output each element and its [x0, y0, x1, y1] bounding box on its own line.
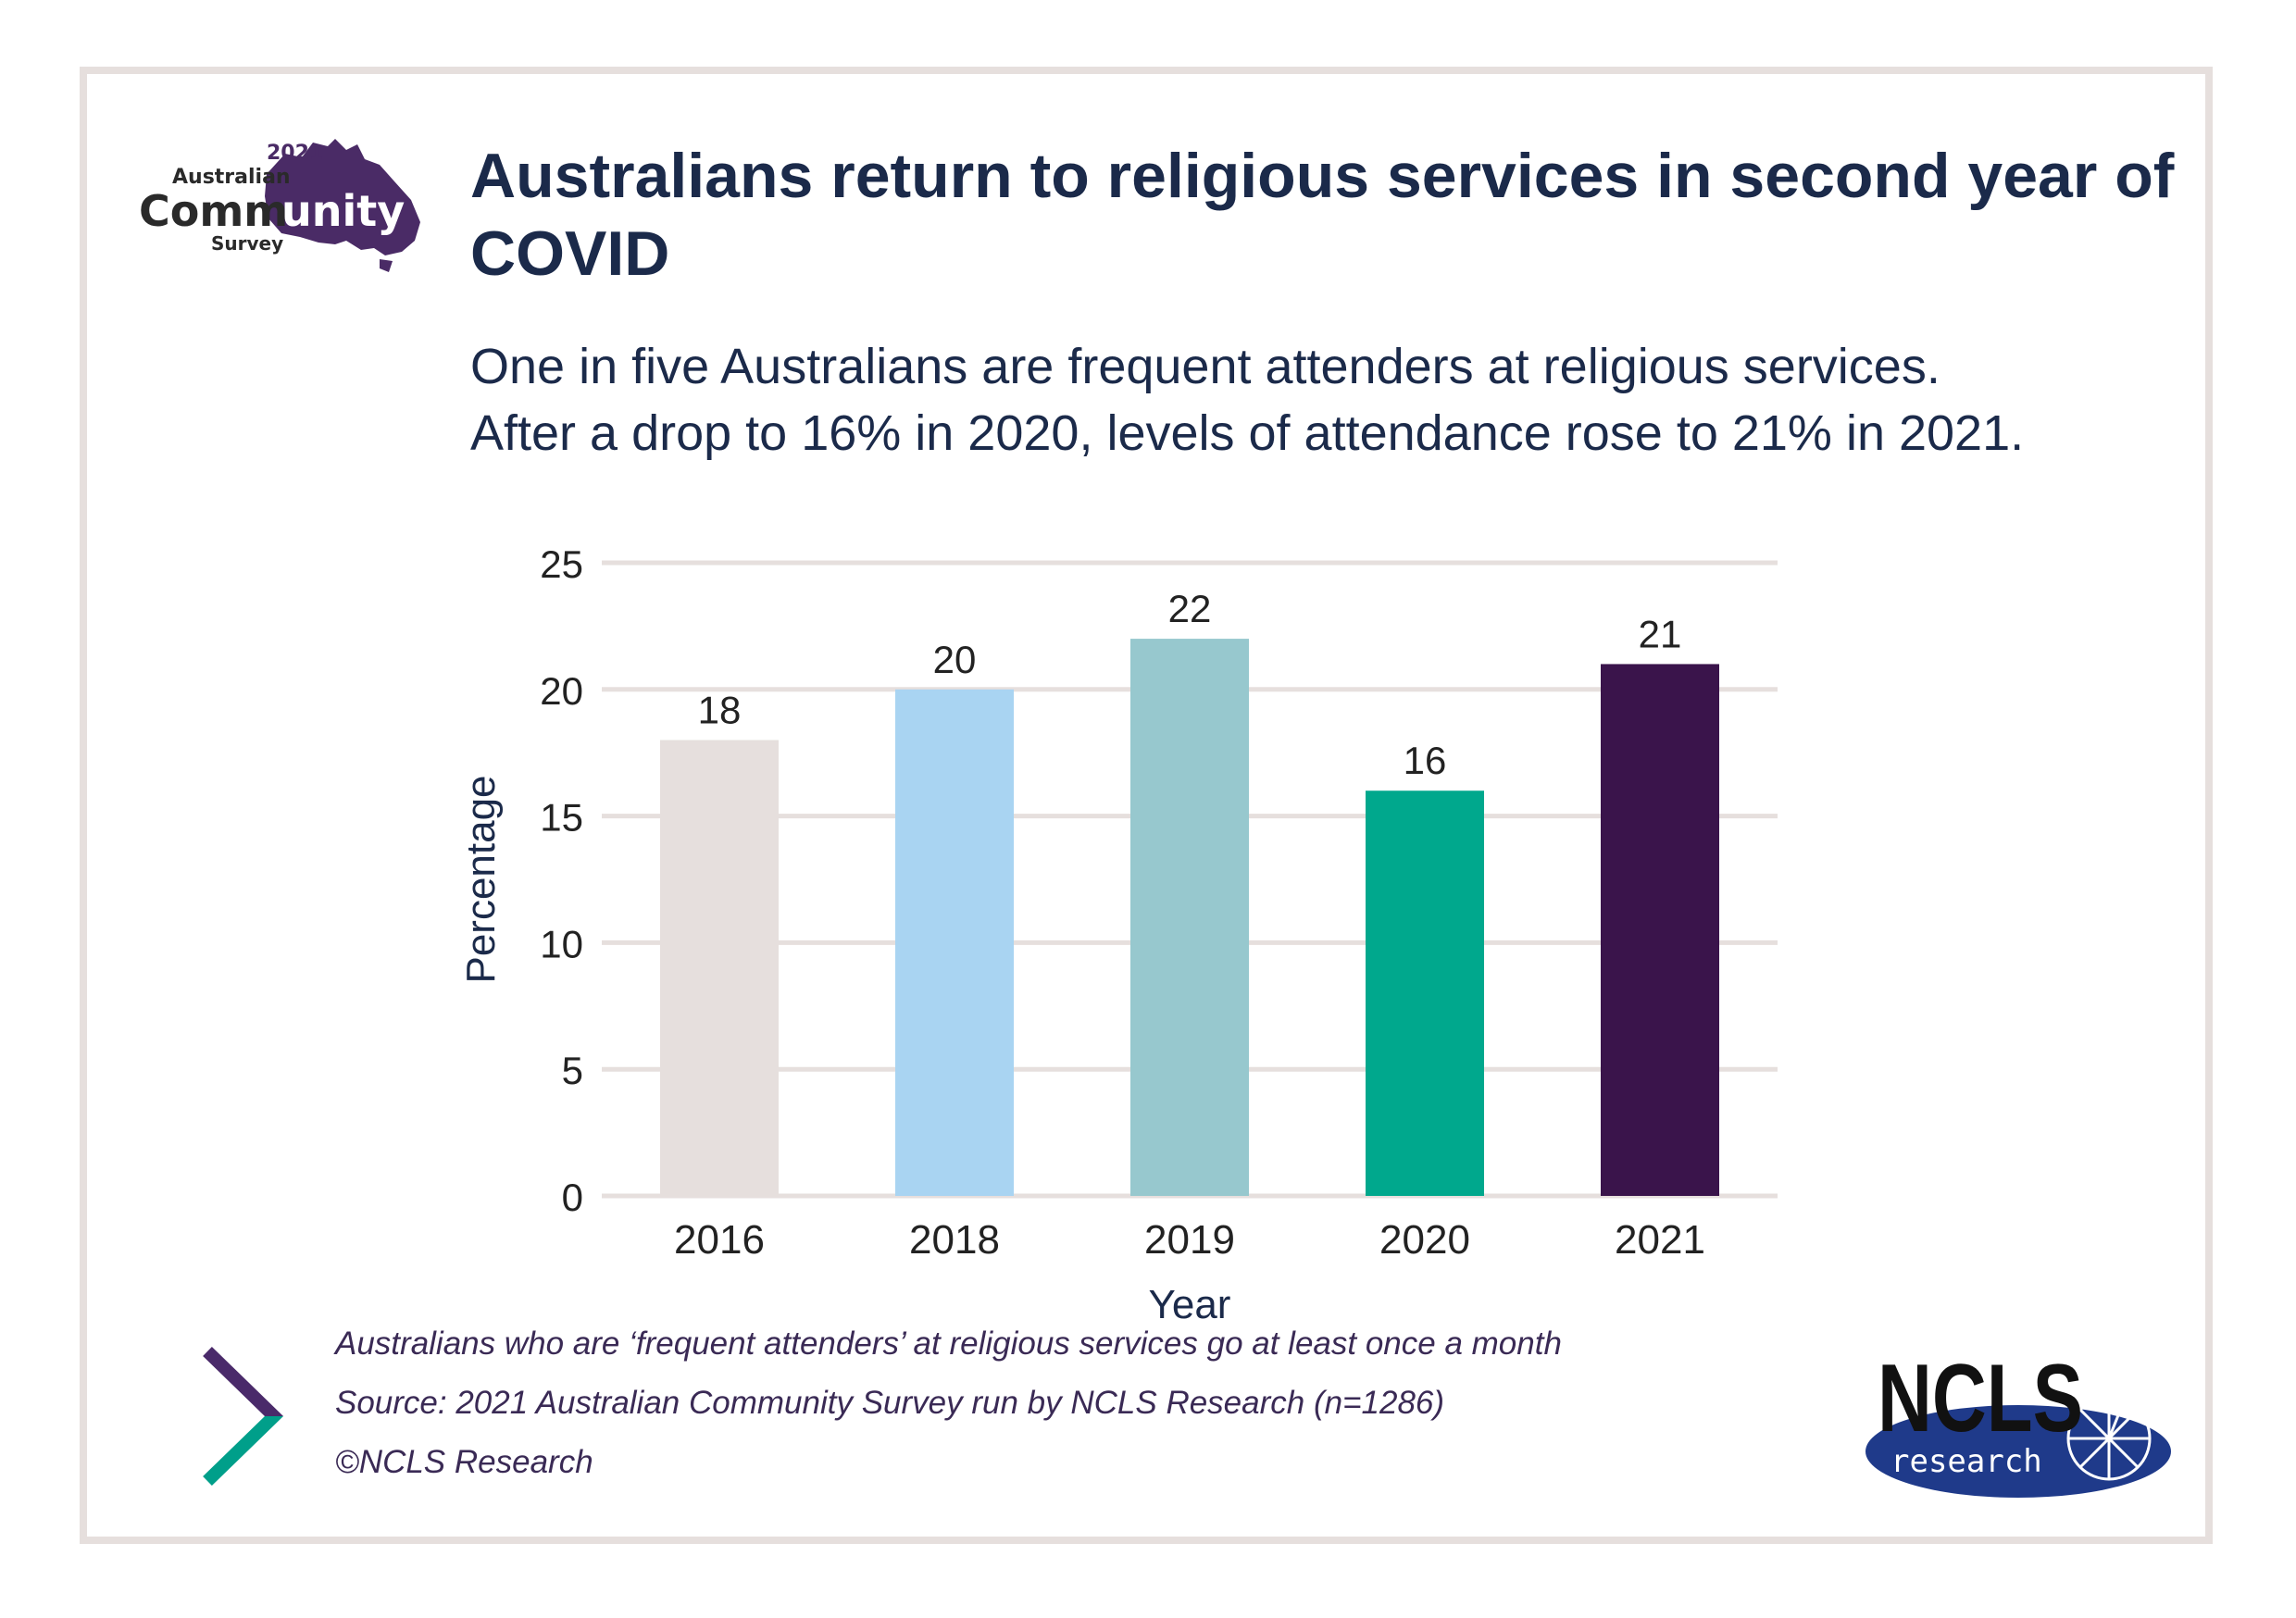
x-axis-tick-labels: 2016 2018 2019 2020 2021: [674, 1217, 1705, 1263]
y-axis-label: Percentage: [458, 775, 504, 983]
x-tick-label-2018: 2018: [909, 1217, 1000, 1263]
data-label-2016: 18: [698, 689, 742, 732]
chart-subtitle: One in five Australians are frequent att…: [470, 333, 2229, 467]
chart-title: Australians return to religious services…: [470, 141, 2175, 289]
y-tick-label: 5: [562, 1049, 583, 1092]
bar-2020: [1366, 790, 1484, 1196]
card-frame: [80, 67, 2213, 1544]
y-tick-label: 20: [540, 669, 583, 713]
acs-logo-survey: Survey: [211, 232, 283, 255]
acs-logo-australian: Australian: [172, 166, 291, 189]
acs-logo-year: 2021: [267, 142, 323, 165]
acs-logo: 2021 Australian Comm unity Survey: [139, 139, 420, 272]
x-tick-label-2016: 2016: [674, 1217, 765, 1263]
y-tick-label: 10: [540, 922, 583, 965]
australia-map-shape: [265, 139, 420, 255]
data-label-2020: 16: [1404, 739, 1447, 782]
data-label-2019: 22: [1168, 587, 1212, 630]
y-tick-label: 15: [540, 796, 583, 840]
chevron-right-icon: [203, 1346, 284, 1487]
y-tick-label: 0: [562, 1176, 583, 1219]
acs-logo-unity: unity: [281, 186, 405, 236]
bar-2019: [1130, 639, 1249, 1196]
bar-2018: [895, 689, 1014, 1196]
x-tick-label-2020: 2020: [1379, 1217, 1470, 1263]
y-axis-tick-labels: 0 5 10 15 20 25: [540, 542, 583, 1219]
footnote-definition: Australians who are ‘frequent attenders’…: [335, 1326, 1562, 1362]
bar-2021: [1601, 664, 1719, 1196]
x-axis-label: Year: [1149, 1282, 1231, 1327]
bar-2016: [660, 740, 779, 1196]
subtitle-line-1: One in five Australians are frequent att…: [470, 339, 1940, 394]
compass-globe-icon: [2066, 1382, 2152, 1481]
data-label-2018: 20: [933, 638, 977, 681]
ncls-logo-name: NCLS: [1878, 1345, 2083, 1452]
x-tick-label-2021: 2021: [1615, 1217, 1705, 1263]
ncls-logo-research: research: [1890, 1443, 2042, 1480]
data-label-2021: 21: [1639, 612, 1682, 655]
footnote-copyright: ©NCLS Research: [335, 1444, 593, 1480]
acs-logo-comm: Comm: [139, 186, 288, 236]
y-tick-label: 25: [540, 542, 583, 586]
ncls-research-logo: NCLS research: [1866, 1345, 2171, 1498]
subtitle-line-2: After a drop to 16% in 2020, levels of a…: [470, 405, 2025, 461]
data-labels: 18 20 22 16 21: [698, 587, 1682, 782]
bars: [660, 639, 1719, 1196]
x-tick-label-2019: 2019: [1144, 1217, 1235, 1263]
footnote-source: Source: 2021 Australian Community Survey…: [335, 1385, 1445, 1421]
